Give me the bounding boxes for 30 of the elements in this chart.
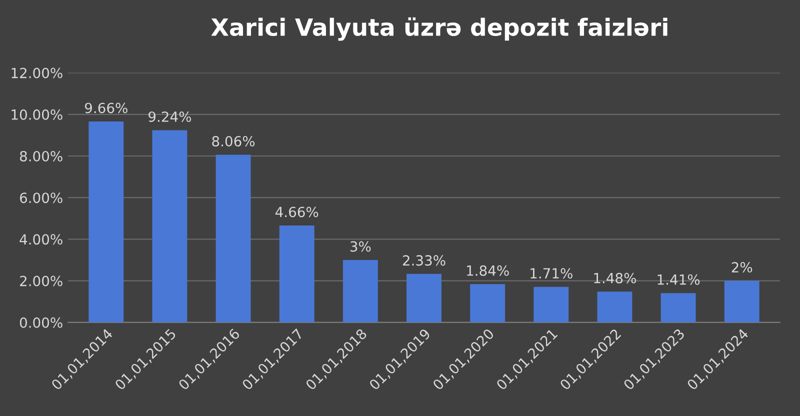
data-label: 9.66% <box>84 102 128 114</box>
y-tick-label: 12.00% <box>12 68 62 78</box>
bar <box>342 260 378 322</box>
y-tick-label: 10.00% <box>12 109 62 120</box>
bar <box>470 284 506 322</box>
y-tick-label: 0.00% <box>20 317 62 328</box>
bar <box>88 121 124 322</box>
chart-title: Xarici Valyuta üzrə depozit faizləri <box>211 17 668 41</box>
data-label: 2% <box>732 262 752 273</box>
y-tick-label: 8.00% <box>20 150 62 162</box>
bar <box>660 293 696 322</box>
y-tick-label: 6.00% <box>20 192 62 204</box>
y-tick-label: 4.00% <box>20 234 62 245</box>
data-label: 9.24% <box>148 111 192 122</box>
bar <box>597 292 632 322</box>
data-label: 1.41% <box>658 274 700 285</box>
data-label: 1.71% <box>530 268 572 279</box>
data-label: 1.48% <box>594 272 636 284</box>
data-label: 3% <box>350 241 371 252</box>
bar <box>534 286 569 322</box>
data-label: 2.33% <box>402 255 446 266</box>
bar <box>216 154 251 322</box>
data-label: 4.66% <box>275 206 318 218</box>
bar <box>406 274 442 322</box>
bar <box>724 280 760 322</box>
bar <box>152 130 188 322</box>
data-label: 1.84% <box>467 265 509 276</box>
bar <box>279 225 314 322</box>
y-tick-label: 2.00% <box>20 276 62 286</box>
data-label: 8.06% <box>212 136 255 147</box>
